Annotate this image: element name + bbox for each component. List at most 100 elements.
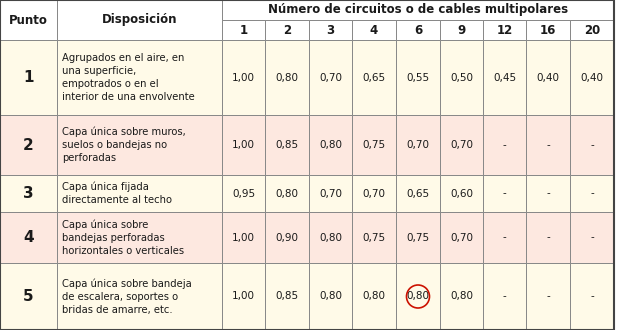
Text: 5: 5 [23, 289, 34, 304]
Text: 0,80: 0,80 [319, 291, 342, 302]
Bar [265, 20, 309, 40]
Bar [526, 212, 570, 263]
Text: -: - [503, 233, 507, 243]
Bar [570, 115, 614, 175]
Bar [570, 40, 614, 115]
Text: 0,40: 0,40 [580, 73, 603, 82]
Bar [309, 20, 352, 40]
Text: 0,65: 0,65 [363, 73, 386, 82]
Text: 0,70: 0,70 [363, 188, 385, 199]
Bar [570, 175, 614, 212]
Text: -: - [590, 233, 594, 243]
Bar [570, 20, 614, 40]
Bar [396, 175, 440, 212]
Bar [483, 212, 526, 263]
Text: -: - [503, 188, 507, 199]
Text: 9: 9 [457, 23, 465, 37]
Text: 1: 1 [239, 23, 248, 37]
Bar [265, 115, 309, 175]
Bar [265, 40, 309, 115]
Text: 0,85: 0,85 [275, 140, 299, 150]
Text: 20: 20 [584, 23, 600, 37]
Text: 0,45: 0,45 [493, 73, 516, 82]
Text: 1,00: 1,00 [232, 291, 255, 302]
Bar [440, 115, 483, 175]
Bar [396, 212, 440, 263]
Bar [440, 212, 483, 263]
Bar [396, 115, 440, 175]
Bar [57, 40, 222, 115]
Bar [352, 212, 396, 263]
Text: 3: 3 [326, 23, 334, 37]
Bar [526, 115, 570, 175]
Text: Agrupados en el aire, en
una superficie,
empotrados o en el
interior de una envo: Agrupados en el aire, en una superficie,… [62, 53, 195, 102]
Text: 0,80: 0,80 [450, 291, 473, 302]
Bar [440, 263, 483, 330]
Text: 0,75: 0,75 [363, 233, 386, 243]
Text: 0,70: 0,70 [319, 188, 342, 199]
Text: 2: 2 [23, 138, 34, 152]
Text: 0,80: 0,80 [319, 233, 342, 243]
Bar [526, 40, 570, 115]
Text: -: - [590, 188, 594, 199]
Bar [222, 263, 265, 330]
Bar [483, 263, 526, 330]
Bar [57, 212, 222, 263]
Text: -: - [546, 140, 550, 150]
Bar [526, 20, 570, 40]
Bar [352, 40, 396, 115]
Bar [0, 40, 57, 115]
Bar [265, 175, 309, 212]
Text: 0,80: 0,80 [275, 73, 299, 82]
Text: -: - [503, 291, 507, 302]
Text: 0,75: 0,75 [363, 140, 386, 150]
Bar [309, 263, 352, 330]
Bar [0, 263, 57, 330]
Text: 1,00: 1,00 [232, 233, 255, 243]
Text: Capa única sobre bandeja
de escalera, soportes o
bridas de amarre, etc.: Capa única sobre bandeja de escalera, so… [62, 279, 192, 314]
Text: 0,70: 0,70 [406, 140, 429, 150]
Bar [265, 263, 309, 330]
Text: 2: 2 [283, 23, 291, 37]
Text: 0,70: 0,70 [450, 233, 473, 243]
Bar [396, 20, 440, 40]
Text: 0,65: 0,65 [406, 188, 429, 199]
Bar [0, 0, 57, 40]
Text: -: - [546, 188, 550, 199]
Bar [309, 115, 352, 175]
Text: 0,85: 0,85 [275, 291, 299, 302]
Bar [440, 20, 483, 40]
Bar [483, 115, 526, 175]
Bar [309, 40, 352, 115]
Text: 0,95: 0,95 [232, 188, 255, 199]
Bar [0, 212, 57, 263]
Bar [222, 212, 265, 263]
Text: 0,70: 0,70 [319, 73, 342, 82]
Bar [309, 175, 352, 212]
Text: 1: 1 [23, 70, 34, 85]
Bar [526, 263, 570, 330]
Text: 1,00: 1,00 [232, 73, 255, 82]
Bar [440, 40, 483, 115]
Bar [222, 115, 265, 175]
Text: 0,80: 0,80 [406, 291, 429, 302]
Text: -: - [546, 233, 550, 243]
Bar [265, 212, 309, 263]
Bar [0, 175, 57, 212]
Text: -: - [503, 140, 507, 150]
Bar [396, 263, 440, 330]
Bar [57, 115, 222, 175]
Bar [222, 0, 614, 20]
Bar [352, 115, 396, 175]
Bar [396, 40, 440, 115]
Text: 0,80: 0,80 [319, 140, 342, 150]
Text: 4: 4 [23, 230, 34, 245]
Bar [352, 175, 396, 212]
Text: 0,80: 0,80 [275, 188, 299, 199]
Text: 1,00: 1,00 [232, 140, 255, 150]
Bar [57, 175, 222, 212]
Text: 0,50: 0,50 [450, 73, 473, 82]
Bar [57, 0, 222, 40]
Bar [526, 175, 570, 212]
Bar [222, 20, 265, 40]
